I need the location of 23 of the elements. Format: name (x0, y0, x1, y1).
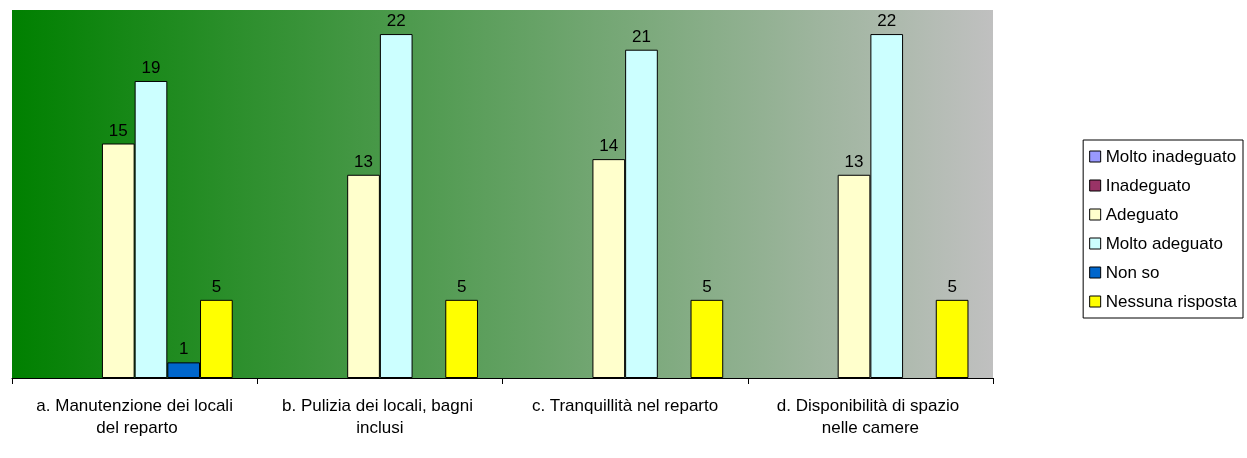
legend-label: Nessuna risposta (1105, 292, 1238, 311)
data-label: 13 (354, 151, 373, 171)
data-label: 5 (947, 276, 957, 296)
data-label: 22 (877, 11, 897, 31)
legend-label: Inadeguato (1105, 176, 1191, 195)
data-label: 5 (456, 276, 467, 296)
x-tick-label: c. Tranquillità nel reparto (532, 395, 719, 415)
legend-label: Non so (1105, 263, 1160, 282)
data-label: 22 (386, 11, 406, 31)
legend-label: Molto adeguato (1105, 234, 1223, 253)
data-label: 15 (108, 120, 128, 140)
data-label: 5 (702, 276, 712, 296)
x-tick-label: d. Disponibilità di spazio nelle camere (776, 395, 964, 437)
data-label: 13 (844, 151, 864, 171)
data-label: 1 (178, 339, 189, 359)
data-label: 19 (141, 57, 161, 77)
data-label: 14 (599, 136, 619, 156)
data-label: 21 (632, 26, 651, 46)
x-tick-label: a. Manutenzione dei locali del reparto (36, 395, 233, 437)
legend-label: Molto inadeguato (1105, 147, 1237, 166)
legend-label: Adeguato (1105, 205, 1179, 224)
data-label: 5 (211, 276, 222, 296)
x-tick-label: b. Pulizia dei locali, bagni inclusi (282, 395, 478, 437)
